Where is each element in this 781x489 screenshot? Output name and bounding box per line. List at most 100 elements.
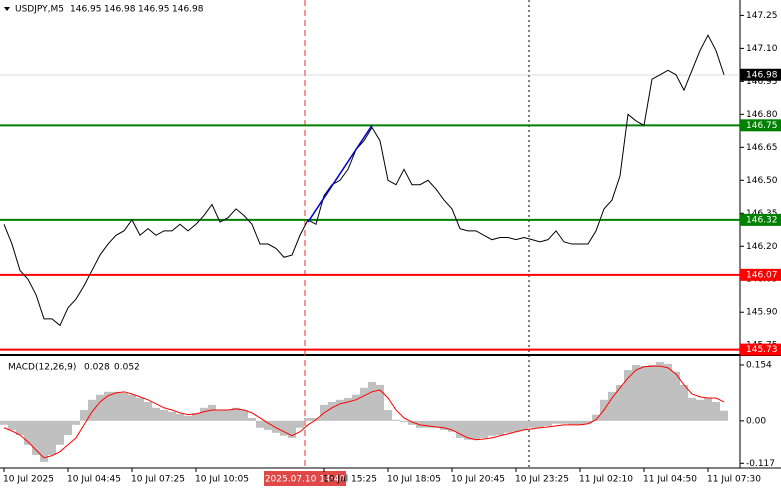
macd-bar <box>296 420 304 428</box>
level-label: 145.73 <box>746 345 778 355</box>
macd-bar <box>376 384 384 421</box>
current-price-box <box>740 68 781 81</box>
macd-bar <box>448 420 456 432</box>
macd-bar <box>552 420 560 424</box>
macd-bar <box>424 420 432 428</box>
y-tick-label: 147.25 <box>746 11 778 21</box>
macd-bar <box>336 399 344 421</box>
macd-bar <box>616 384 624 421</box>
macd-bar <box>200 407 208 421</box>
macd-bar <box>216 409 224 421</box>
crosshair-label: 2025.07.10 14:40 <box>265 475 346 485</box>
macd-bar <box>104 391 112 421</box>
macd-bar <box>40 420 48 462</box>
menu-arrow <box>4 7 10 11</box>
ohlc-value: 146.98 <box>172 5 204 15</box>
macd-bar <box>48 420 56 455</box>
macd-bar <box>168 411 176 421</box>
trend-line <box>307 124 373 223</box>
macd-bar <box>136 397 144 421</box>
macd-bar <box>208 404 216 421</box>
y-tick-label: 145.90 <box>746 308 778 318</box>
macd-bar <box>8 420 16 430</box>
y-tick-label: 146.80 <box>746 110 778 120</box>
x-tick-label: 10 Jul 2025 <box>3 475 54 485</box>
macd-bar <box>560 420 568 424</box>
macd-bar <box>264 420 272 430</box>
level-label: 146.75 <box>746 121 778 131</box>
macd-bar <box>328 401 336 421</box>
macd-bar <box>144 401 152 421</box>
x-tick-label: 11 Jul 07:30 <box>707 475 761 485</box>
macd-bar <box>536 420 544 428</box>
macd-bar <box>280 420 288 436</box>
macd-bar <box>608 391 616 421</box>
macd-bar <box>680 384 688 421</box>
macd-bar <box>592 414 600 421</box>
macd-bar <box>192 412 200 421</box>
macd-bar <box>64 420 72 435</box>
macd-bar <box>80 409 88 421</box>
level-label-box <box>740 213 781 226</box>
x-tick-label: 10 Jul 23:25 <box>515 475 569 485</box>
macd-bar <box>344 397 352 421</box>
ohlc-value: 146.95 <box>138 5 170 15</box>
macd-bar <box>488 420 496 436</box>
y-tick-label: 0.154 <box>746 360 772 370</box>
macd-bar <box>440 420 448 430</box>
x-tick-label: 11 Jul 02:10 <box>579 475 633 485</box>
crosshair-label-box <box>264 471 346 486</box>
symbol-title: USDJPY,M5 <box>15 5 64 15</box>
macd-bar <box>568 420 576 425</box>
macd-bar <box>432 420 440 428</box>
macd-bar <box>520 420 528 430</box>
x-tick-label: 11 Jul 04:50 <box>643 475 697 485</box>
current-price-label: 146.98 <box>746 70 778 80</box>
indicator-value: 0.052 <box>114 363 140 373</box>
macd-bar <box>656 362 664 421</box>
macd-bar <box>224 409 232 421</box>
macd-bar <box>504 420 512 433</box>
ohlc-value: 146.95 <box>70 5 102 15</box>
macd-bar <box>704 397 712 421</box>
macd-bar <box>184 415 192 421</box>
macd-bar <box>472 420 480 440</box>
macd-bar <box>248 417 256 421</box>
macd-bar <box>584 420 592 424</box>
macd-bar <box>240 409 248 421</box>
y-tick-label: 146.65 <box>746 143 778 153</box>
macd-bar <box>400 420 408 422</box>
level-label: 146.07 <box>746 270 778 280</box>
y-tick-label: 146.50 <box>746 176 778 186</box>
macd-bar <box>352 394 360 421</box>
macd-bar <box>96 394 104 421</box>
y-tick-label: -0.117 <box>746 459 775 469</box>
macd-bar <box>408 420 416 425</box>
y-tick-label: 147.10 <box>746 44 778 54</box>
macd-bar <box>648 364 656 421</box>
macd-bar <box>128 394 136 421</box>
indicator-value: 0.028 <box>84 363 110 373</box>
macd-bar <box>368 382 376 421</box>
macd-bar <box>576 420 584 425</box>
macd-bar <box>24 420 32 445</box>
macd-bar <box>624 370 632 421</box>
macd-bar <box>512 420 520 432</box>
macd-bar <box>712 401 720 421</box>
macd-bar <box>272 420 280 433</box>
macd-bar <box>416 420 424 428</box>
macd-bar <box>688 397 696 421</box>
macd-bar <box>544 420 552 426</box>
macd-bar <box>72 420 80 425</box>
macd-bar <box>160 409 168 421</box>
macd-bar <box>360 387 368 421</box>
macd-bar <box>16 420 24 435</box>
macd-bar <box>640 366 648 421</box>
macd-bar <box>288 420 296 438</box>
level-label: 146.32 <box>746 215 778 225</box>
macd-bar <box>176 413 184 421</box>
level-label-box <box>740 343 781 356</box>
y-tick-label: 146.95 <box>746 77 778 87</box>
